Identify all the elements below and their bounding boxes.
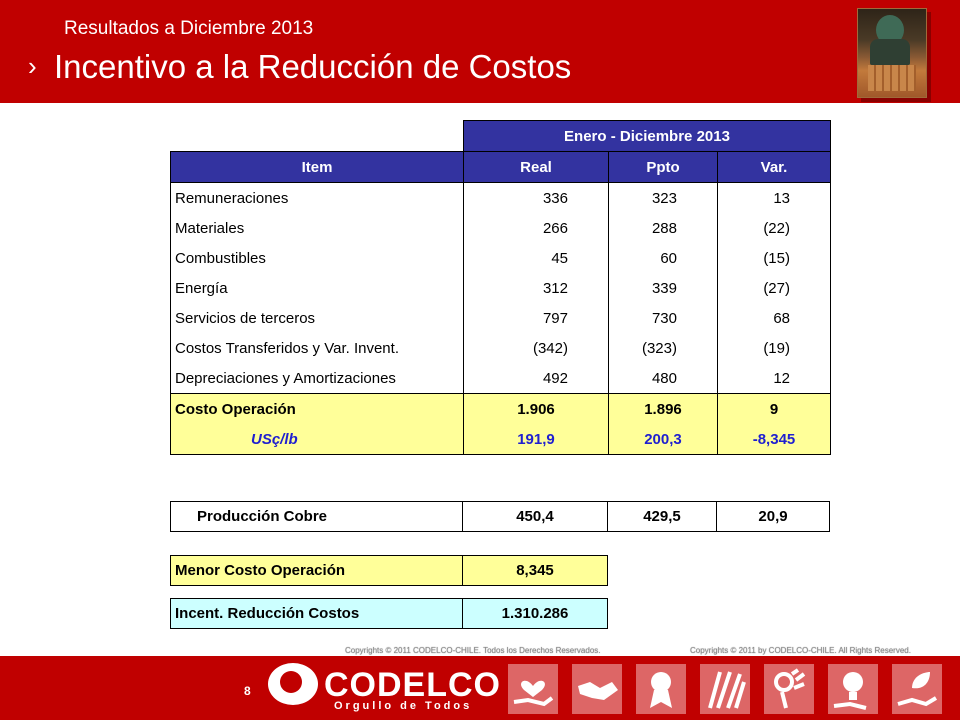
cost-table: Enero - Diciembre 2013 Item Real Ppto Va…	[170, 120, 831, 455]
period-header: Enero - Diciembre 2013	[463, 120, 831, 152]
col-item-header: Item	[170, 151, 464, 183]
chevron-icon: ›	[28, 51, 37, 81]
unit-var: -8,345	[717, 424, 831, 455]
row-ppto: 339	[608, 273, 718, 303]
ok-hand-icon	[764, 664, 814, 714]
table-row: Remuneraciones 336 323 13	[170, 182, 831, 213]
row-var: (22)	[717, 213, 831, 243]
production-real: 450,4	[462, 501, 608, 532]
hands-together-icon	[700, 664, 750, 714]
copyright-en: Copyrights © 2011 by CODELCO-CHILE. All …	[690, 646, 911, 655]
row-item: Costos Transferidos y Var. Invent.	[170, 333, 464, 363]
table-row: Servicios de terceros 797 730 68	[170, 303, 831, 333]
total-label: Costo Operación	[170, 393, 464, 424]
row-ppto: 730	[608, 303, 718, 333]
incentivo-label: Incent. Reducción Costos	[170, 598, 463, 629]
table-row: Depreciaciones y Amortizaciones 492 480 …	[170, 363, 831, 394]
miner-photo	[857, 8, 927, 98]
menor-costo-value: 8,345	[462, 555, 608, 586]
row-item: Depreciaciones y Amortizaciones	[170, 363, 464, 394]
table-row: Combustibles 45 60 (15)	[170, 243, 831, 273]
handshake-icon	[572, 664, 622, 714]
production-table: Producción Cobre 450,4 429,5 20,9	[170, 501, 830, 532]
row-real: (342)	[463, 333, 609, 363]
incentivo-value: 1.310.286	[462, 598, 608, 629]
worker-body-shape	[870, 39, 910, 65]
row-real: 336	[463, 182, 609, 213]
row-ppto: 480	[608, 363, 718, 394]
row-real: 312	[463, 273, 609, 303]
medal-icon	[636, 664, 686, 714]
row-ppto: 288	[608, 213, 718, 243]
row-ppto: (323)	[608, 333, 718, 363]
slide-title: › Incentivo a la Reducción de Costos	[28, 48, 571, 86]
row-var: 13	[717, 182, 831, 213]
brand-name: CODELCO	[324, 666, 501, 704]
brand-tagline: Orgullo de Todos	[334, 700, 473, 712]
crate-shape	[868, 65, 916, 91]
column-header-row: Item Real Ppto Var.	[170, 151, 831, 183]
incentivo-table: Incent. Reducción Costos 1.310.286	[170, 598, 608, 629]
row-item: Combustibles	[170, 243, 464, 273]
header-bar: Resultados a Diciembre 2013 › Incentivo a…	[0, 0, 960, 103]
row-real: 266	[463, 213, 609, 243]
slide-subtitle: Resultados a Diciembre 2013	[64, 18, 314, 39]
copyright-es: Copyrights © 2011 CODELCO-CHILE. Todos l…	[345, 646, 601, 655]
col-var-header: Var.	[717, 151, 831, 183]
col-real-header: Real	[463, 151, 609, 183]
lightbulb-icon	[828, 664, 878, 714]
menor-costo-label: Menor Costo Operación	[170, 555, 463, 586]
row-item: Materiales	[170, 213, 464, 243]
row-item: Energía	[170, 273, 464, 303]
row-real: 45	[463, 243, 609, 273]
unit-label: USç/lb	[170, 424, 464, 455]
unit-row: USç/lb 191,9 200,3 -8,345	[170, 424, 831, 455]
table-row: Costos Transferidos y Var. Invent. (342)…	[170, 333, 831, 363]
codelco-logo-icon	[268, 663, 318, 705]
row-var: 68	[717, 303, 831, 333]
title-text: Incentivo a la Reducción de Costos	[54, 48, 572, 85]
row-ppto: 323	[608, 182, 718, 213]
production-ppto: 429,5	[607, 501, 717, 532]
unit-real: 191,9	[463, 424, 609, 455]
row-var: 12	[717, 363, 831, 394]
table-row: Energía 312 339 (27)	[170, 273, 831, 303]
table-row: Materiales 266 288 (22)	[170, 213, 831, 243]
production-label: Producción Cobre	[170, 501, 463, 532]
heart-hand-icon	[508, 664, 558, 714]
row-var: (19)	[717, 333, 831, 363]
total-row: Costo Operación 1.906 1.896 9	[170, 393, 831, 424]
row-item: Servicios de terceros	[170, 303, 464, 333]
unit-ppto: 200,3	[608, 424, 718, 455]
total-ppto: 1.896	[608, 393, 718, 424]
leaf-hand-icon	[892, 664, 942, 714]
row-real: 492	[463, 363, 609, 394]
row-ppto: 60	[608, 243, 718, 273]
menor-costo-table: Menor Costo Operación 8,345	[170, 555, 608, 586]
period-header-row: Enero - Diciembre 2013	[171, 120, 831, 152]
row-var: (27)	[717, 273, 831, 303]
production-var: 20,9	[716, 501, 830, 532]
row-item: Remuneraciones	[170, 182, 464, 213]
col-ppto-header: Ppto	[608, 151, 718, 183]
row-var: (15)	[717, 243, 831, 273]
row-real: 797	[463, 303, 609, 333]
total-var: 9	[717, 393, 831, 424]
page-number: 8	[244, 684, 251, 698]
total-real: 1.906	[463, 393, 609, 424]
